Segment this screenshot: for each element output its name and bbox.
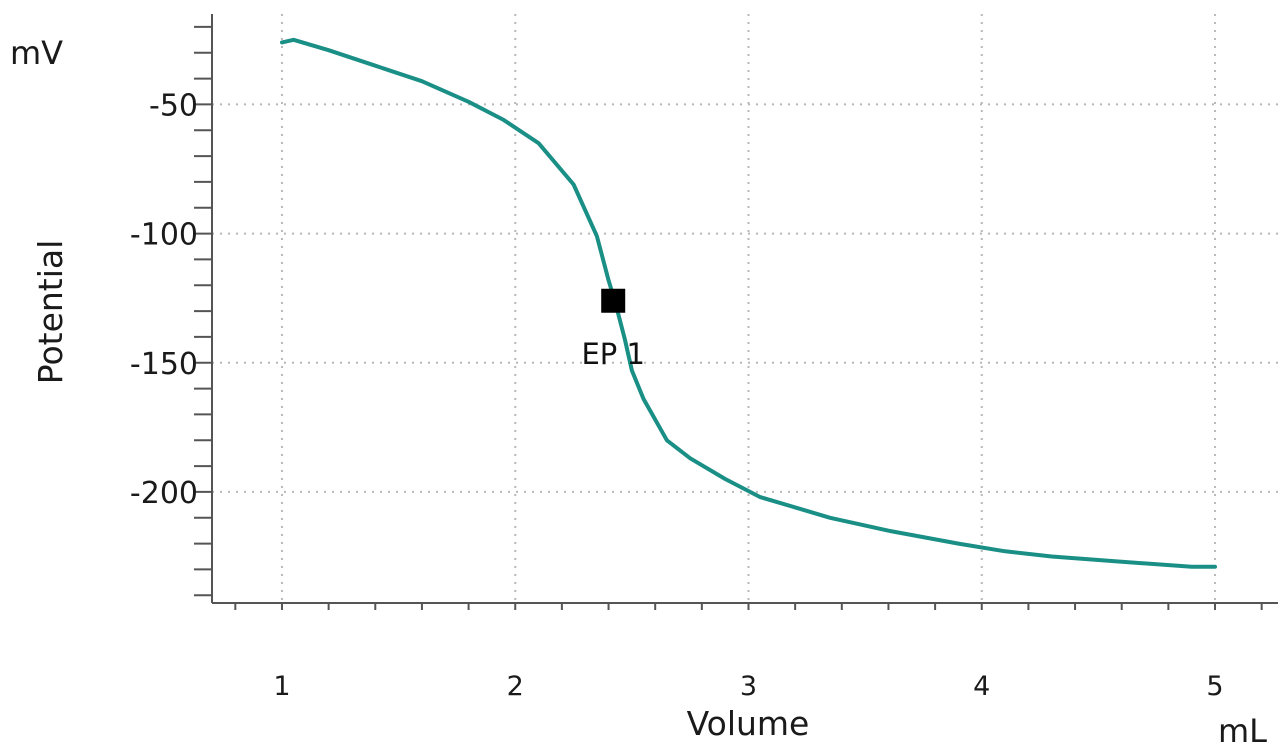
endpoint-label: EP 1: [581, 337, 644, 371]
y-tick-label: -50: [149, 88, 198, 123]
series-line: [280, 37, 1217, 569]
x-tick-label: 3: [740, 671, 757, 702]
y-axis-title: Potential: [31, 240, 70, 385]
minor-ticks: [194, 25, 1263, 610]
x-tick-label: 2: [507, 671, 524, 702]
tick-labels: 1 2 3 4 5 -50 -100 -150 -200: [130, 88, 1224, 702]
endpoint-marker: [601, 288, 626, 313]
y-tick-label: -200: [130, 476, 198, 511]
axes: [211, 14, 1278, 604]
x-tick-label: 5: [1206, 671, 1223, 702]
annotations: EP 1: [581, 288, 645, 371]
x-axis-title: Volume: [687, 704, 810, 743]
x-tick-label: 4: [973, 671, 990, 702]
y-unit-label: mV: [10, 34, 63, 72]
x-unit-label: mL: [1218, 712, 1267, 747]
grid-lines: [212, 14, 1278, 603]
x-tick-label: 1: [273, 671, 290, 702]
y-tick-label: -150: [130, 347, 198, 382]
series-layer: [280, 37, 1217, 569]
y-tick-label: -100: [130, 218, 198, 253]
